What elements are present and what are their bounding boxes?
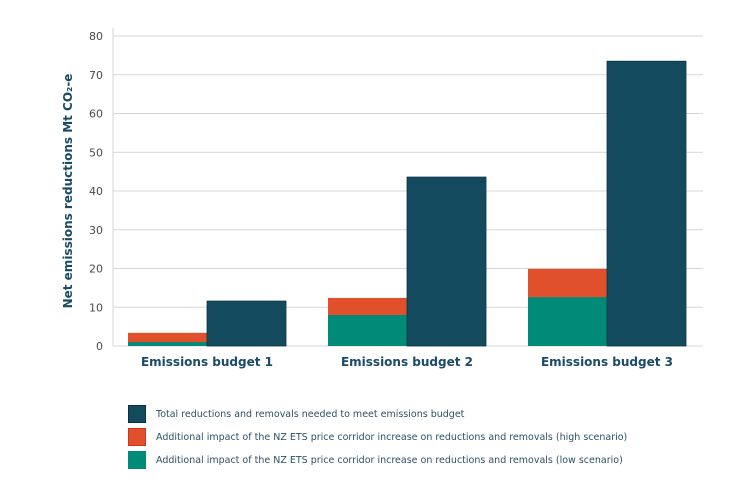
bar-total xyxy=(606,60,687,347)
y-tick-label: 80 xyxy=(89,30,103,43)
legend-label: Additional impact of the NZ ETS price co… xyxy=(156,454,623,466)
y-tick-label: 30 xyxy=(89,224,103,237)
x-category-label: Emissions budget 2 xyxy=(341,355,473,369)
y-tick-label: 0 xyxy=(96,340,103,353)
y-tick-label: 70 xyxy=(89,69,103,82)
bars xyxy=(128,60,687,347)
bar-low-scenario xyxy=(328,315,407,346)
x-axis-labels: Emissions budget 1 Emissions budget 2 Emis… xyxy=(141,355,673,369)
x-category-label: Emissions budget 1 xyxy=(141,355,273,369)
y-axis-label: Net emissions reductions Mt CO₂-e xyxy=(61,74,75,309)
y-tick-label: 60 xyxy=(89,108,103,121)
legend-item-high-scenario: Additional impact of the NZ ETS price co… xyxy=(128,426,627,448)
bar-total xyxy=(206,300,287,347)
y-tick-label: 40 xyxy=(89,185,103,198)
bar-low-scenario xyxy=(528,297,607,346)
bar-total xyxy=(406,176,487,347)
legend-label: Total reductions and removals needed to … xyxy=(156,408,465,420)
legend-item-low-scenario: Additional impact of the NZ ETS price co… xyxy=(128,449,627,471)
x-category-label: Emissions budget 3 xyxy=(541,355,673,369)
bar-low-scenario xyxy=(128,342,207,346)
legend-swatch xyxy=(128,451,146,469)
legend-label: Additional impact of the NZ ETS price co… xyxy=(156,431,628,443)
legend-swatch xyxy=(128,405,146,423)
legend-item-total: Total reductions and removals needed to … xyxy=(128,403,627,425)
legend-swatch xyxy=(128,428,146,446)
y-tick-label: 20 xyxy=(89,263,103,276)
y-tick-label: 50 xyxy=(89,146,103,159)
legend: Total reductions and removals needed to … xyxy=(128,403,627,472)
y-axis-ticks: 0 10 20 30 40 50 60 70 80 xyxy=(89,30,103,353)
y-tick-label: 10 xyxy=(89,301,103,314)
